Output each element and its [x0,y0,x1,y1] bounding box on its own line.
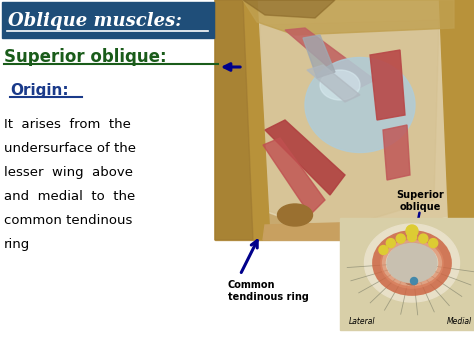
Ellipse shape [305,58,415,153]
Circle shape [428,239,438,247]
Polygon shape [243,0,454,35]
Polygon shape [245,0,454,240]
Polygon shape [303,35,335,78]
Text: Oblique muscles:: Oblique muscles: [8,12,182,30]
Circle shape [408,233,417,241]
Polygon shape [263,220,446,240]
Text: ring: ring [4,238,30,251]
Polygon shape [285,28,375,90]
Polygon shape [307,65,360,102]
Polygon shape [263,138,325,215]
Text: Superior
oblique: Superior oblique [396,190,444,212]
Ellipse shape [365,224,459,302]
Circle shape [396,234,405,243]
Text: and  medial  to  the: and medial to the [4,190,135,203]
Text: undersurface of the: undersurface of the [4,142,136,155]
Circle shape [406,225,418,237]
Text: Lateral: Lateral [349,317,375,326]
Circle shape [386,239,395,247]
Text: lesser  wing  above: lesser wing above [4,166,133,179]
Text: common tendinous: common tendinous [4,214,132,227]
Text: It  arises  from  the: It arises from the [4,118,131,131]
Bar [2,2,214,38]
Polygon shape [439,0,474,240]
Ellipse shape [320,70,360,100]
Text: Origin:: Origin: [10,82,69,98]
Polygon shape [260,20,439,230]
Ellipse shape [387,243,437,283]
Circle shape [379,246,388,255]
Bar [340,218,474,330]
Polygon shape [215,0,253,240]
Ellipse shape [401,257,423,285]
Polygon shape [370,50,405,120]
Circle shape [410,278,418,284]
Ellipse shape [277,204,312,226]
Polygon shape [265,120,345,195]
Bar [215,0,474,240]
Text: Superior oblique:: Superior oblique: [4,48,167,66]
Polygon shape [215,0,270,240]
Polygon shape [243,0,335,18]
Text: Medial: Medial [447,317,472,326]
Text: Common
tendinous ring: Common tendinous ring [228,280,309,302]
Circle shape [419,234,428,243]
Polygon shape [383,125,410,180]
